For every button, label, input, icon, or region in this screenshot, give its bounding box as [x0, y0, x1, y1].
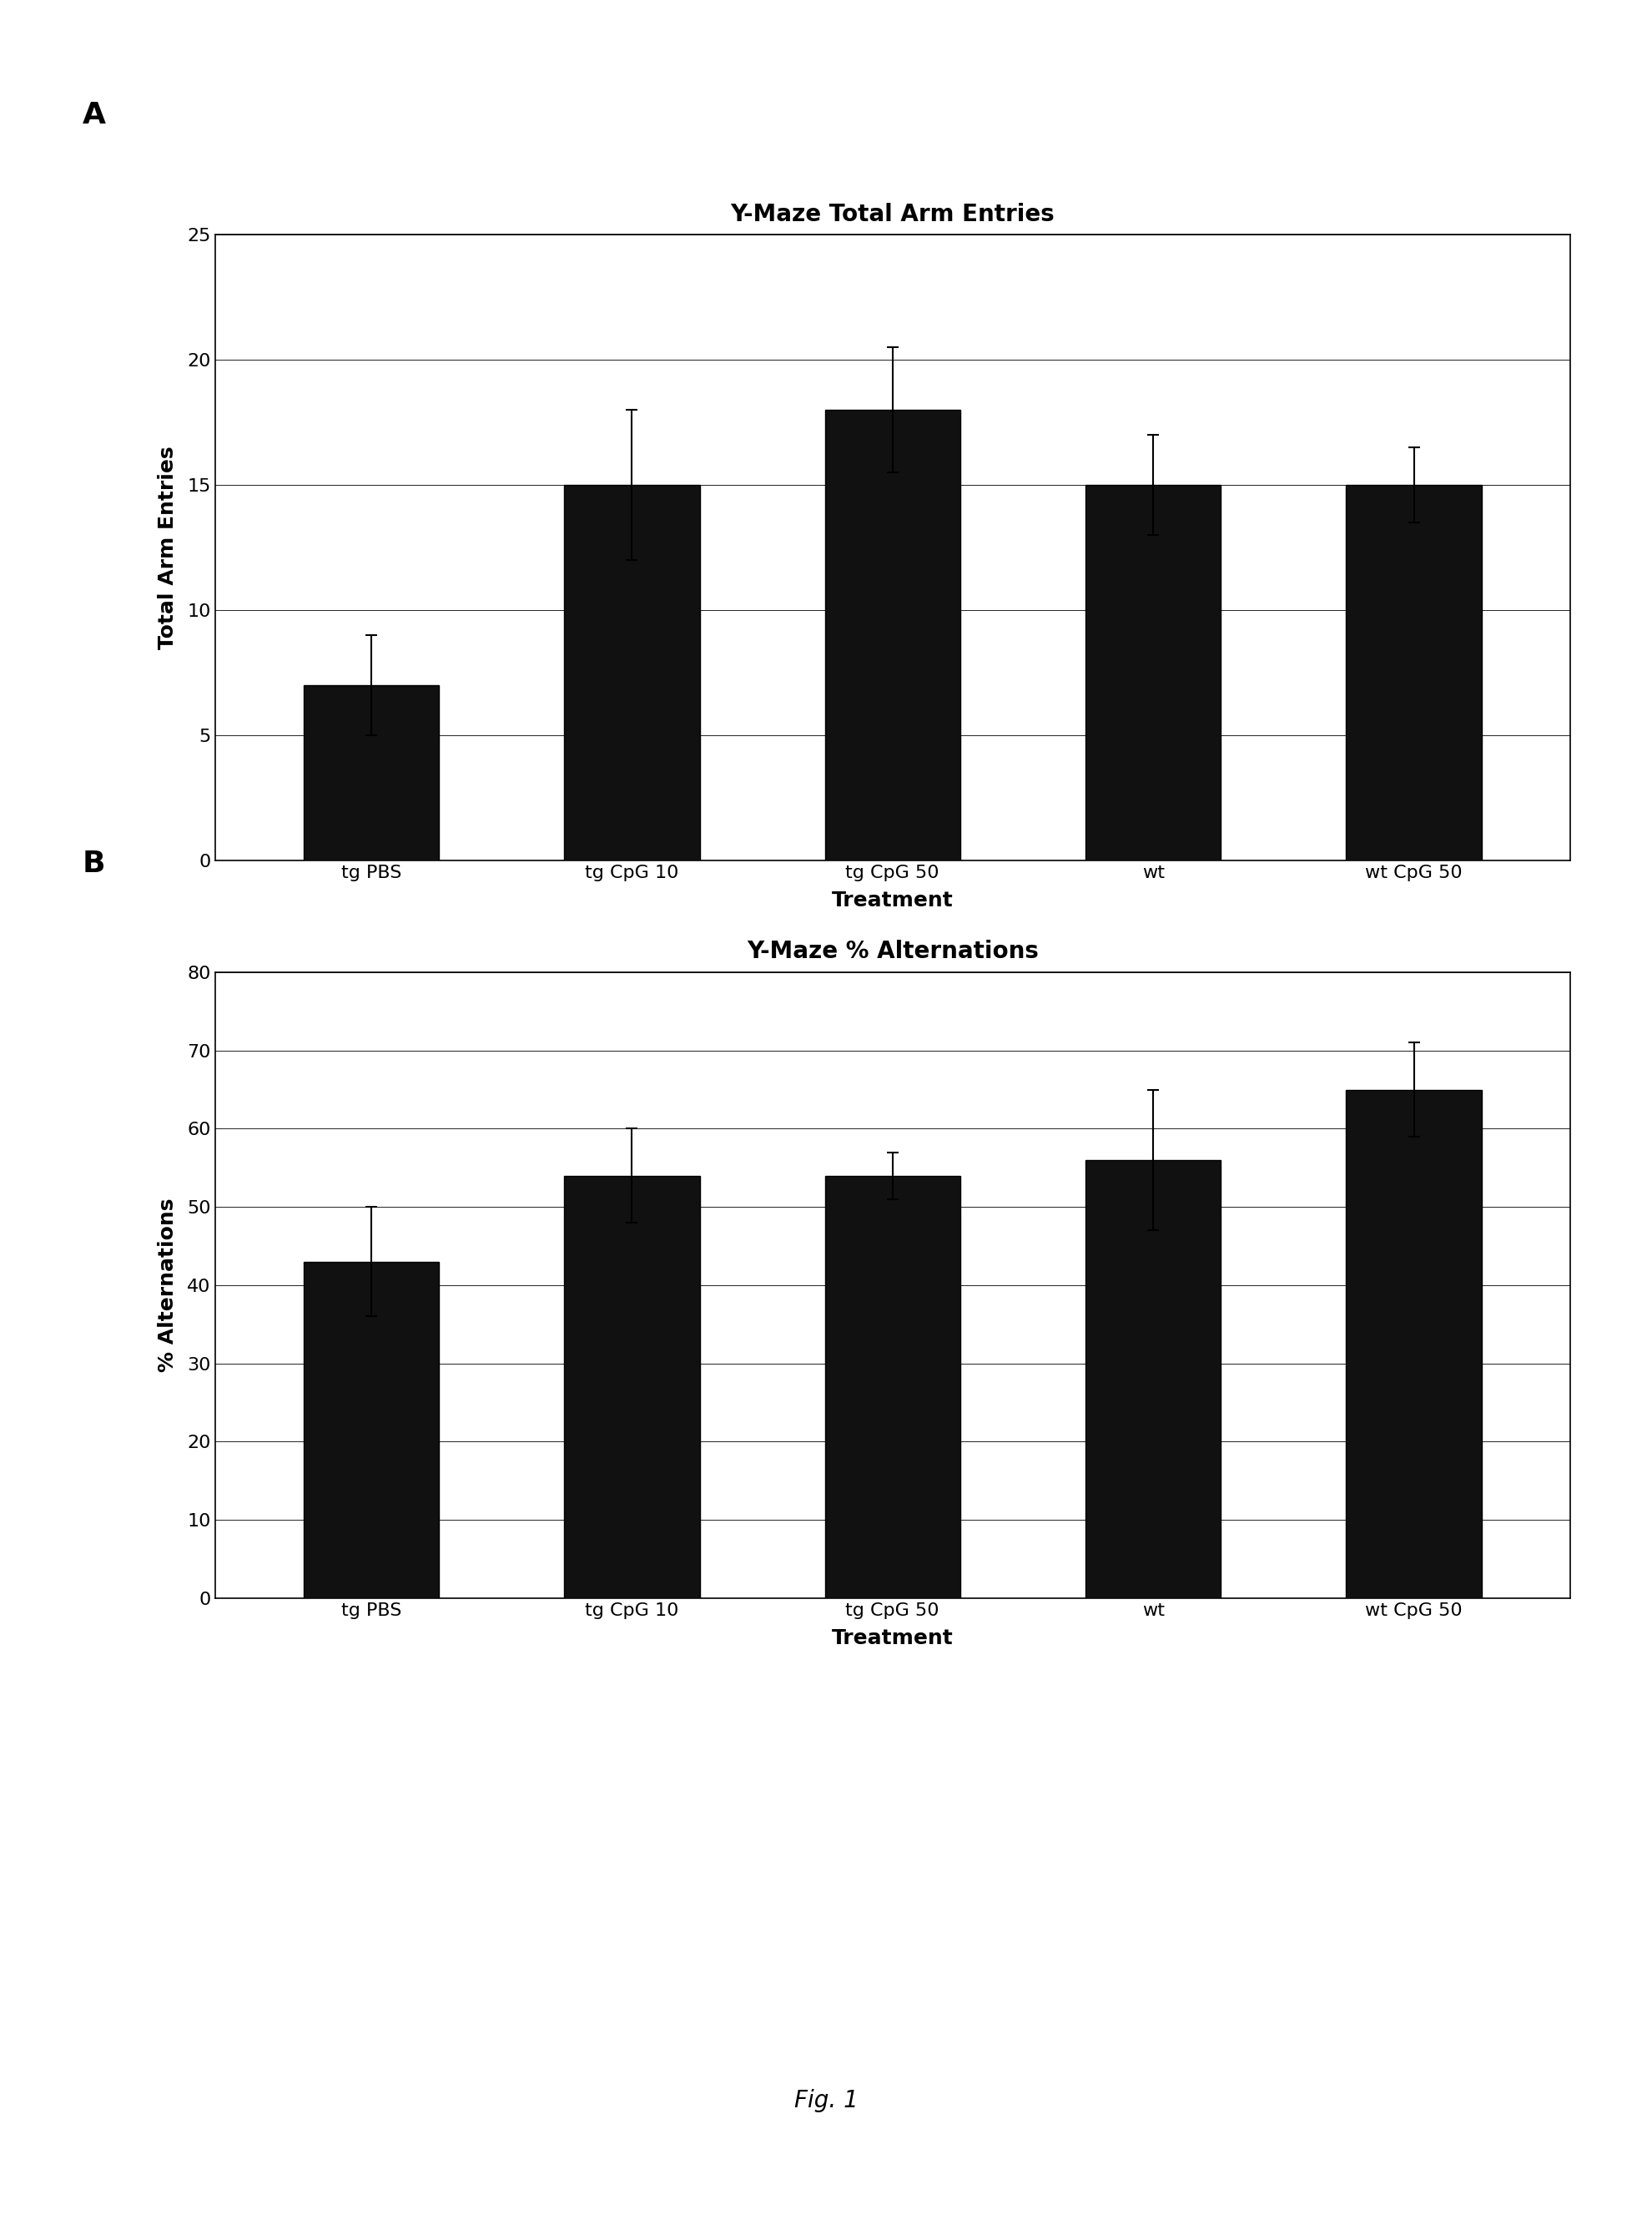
Y-axis label: Total Arm Entries: Total Arm Entries	[157, 447, 178, 648]
Bar	[304, 1261, 439, 1598]
Bar	[1085, 1160, 1221, 1598]
Bar	[1345, 1091, 1480, 1598]
X-axis label: Treatment: Treatment	[831, 1627, 953, 1647]
Bar	[1345, 485, 1480, 860]
Bar	[563, 1176, 699, 1598]
X-axis label: Treatment: Treatment	[831, 890, 953, 910]
Title: Y-Maze % Alternations: Y-Maze % Alternations	[747, 941, 1037, 963]
Text: B: B	[83, 849, 106, 878]
Bar	[824, 409, 960, 860]
Text: A: A	[83, 101, 106, 130]
Bar	[304, 686, 439, 860]
Text: Fig. 1: Fig. 1	[795, 2090, 857, 2112]
Y-axis label: % Alternations: % Alternations	[157, 1198, 178, 1372]
Bar	[563, 485, 699, 860]
Title: Y-Maze Total Arm Entries: Y-Maze Total Arm Entries	[730, 203, 1054, 226]
Bar	[824, 1176, 960, 1598]
Bar	[1085, 485, 1221, 860]
